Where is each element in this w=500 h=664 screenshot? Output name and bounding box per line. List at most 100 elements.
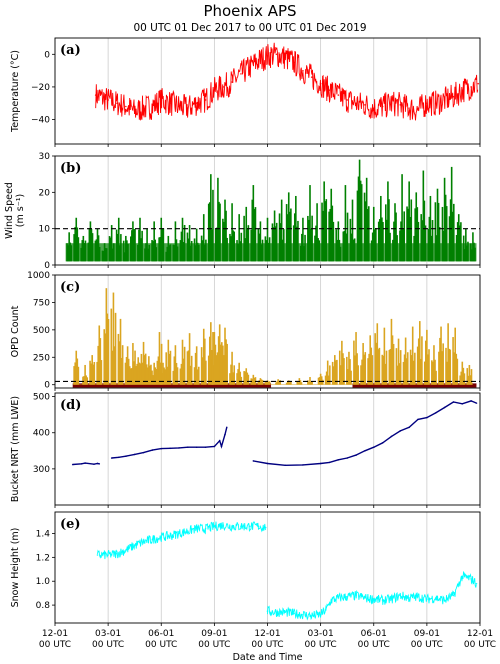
data-point <box>84 462 86 464</box>
data-point <box>257 525 260 528</box>
series-line <box>95 42 479 121</box>
data-point <box>125 105 127 108</box>
y-tick-label: 500 <box>33 326 50 336</box>
data-point <box>325 609 327 611</box>
series-line <box>253 400 477 467</box>
panel-label: (b) <box>60 161 81 176</box>
data-point <box>302 613 304 616</box>
data-point <box>417 595 419 598</box>
x-tick-label: 00 UTC <box>305 640 337 650</box>
series-line <box>111 427 228 459</box>
panel-label: (a) <box>60 43 81 58</box>
baseline-band <box>65 243 477 262</box>
panel-label: (c) <box>60 280 80 295</box>
data-point <box>231 525 233 528</box>
data-point <box>381 105 384 108</box>
x-tick-label: 00 UTC <box>145 640 177 650</box>
y-tick-label: 20 <box>39 188 51 198</box>
x-tick-label: 00 UTC <box>358 640 390 650</box>
data-point <box>248 525 251 528</box>
data-point <box>93 463 95 465</box>
y-tick-label: 300 <box>33 465 50 475</box>
y-tick-label: 250 <box>33 353 50 363</box>
data-point <box>204 527 207 530</box>
data-point <box>302 69 304 72</box>
x-tick-label: 00 UTC <box>411 640 443 650</box>
x-tick-label: 00 UTC <box>92 640 124 650</box>
data-point <box>117 456 120 459</box>
panel-2: 0 250 500 750 1000 (c) OPD Count <box>10 271 481 391</box>
data-point <box>426 102 428 105</box>
data-point <box>319 613 322 616</box>
data-point <box>204 446 207 448</box>
flag-segment <box>72 383 272 388</box>
data-point <box>355 454 357 456</box>
data-point <box>364 597 366 599</box>
data-point <box>408 426 410 429</box>
y-tick-label: 750 <box>33 298 50 308</box>
data-point <box>116 102 118 105</box>
data-point <box>381 442 384 444</box>
plot-area <box>94 42 480 121</box>
data-point <box>328 461 331 464</box>
data-point <box>452 95 455 98</box>
data-point <box>443 406 446 409</box>
data-point <box>71 463 74 466</box>
x-tick-label: 12-01 <box>254 629 280 639</box>
data-point <box>275 53 278 56</box>
data-point <box>151 538 154 541</box>
data-point <box>266 610 269 612</box>
data-point <box>364 104 366 106</box>
data-point <box>426 416 428 419</box>
data-point <box>231 81 233 83</box>
data-point <box>470 86 472 88</box>
data-point <box>110 457 113 459</box>
data-point <box>452 594 455 597</box>
baseline-band <box>72 384 473 385</box>
data-point <box>240 73 242 75</box>
data-point <box>293 612 295 615</box>
y-tick-label: 0.8 <box>36 601 51 611</box>
data-point <box>399 594 402 597</box>
figure-title: Phoenix APS <box>203 2 297 20</box>
data-point <box>293 61 295 64</box>
x-tick-label: 00 UTC <box>251 640 283 650</box>
y-axis-units: (m s⁻¹) <box>15 194 26 227</box>
data-point <box>224 433 226 436</box>
x-tick-label: 03-01 <box>308 629 334 639</box>
data-point <box>417 418 419 421</box>
data-point <box>328 89 331 91</box>
figure-subtitle: 00 UTC 01 Dec 2017 to 00 UTC 01 Dec 2019 <box>133 22 367 34</box>
x-tick-label: 00 UTC <box>198 640 230 650</box>
panel-0: 0 −20 −40 (a) Temperature (°C) <box>10 37 481 147</box>
data-point <box>408 107 410 109</box>
y-tick-label: 0 <box>44 261 50 271</box>
data-point <box>195 446 198 448</box>
y-tick-label: 1000 <box>27 271 50 281</box>
data-point <box>187 530 189 532</box>
panel-3: 300 400 500 (d) Bucket NRT (mm LWE) <box>10 392 481 508</box>
data-point <box>399 430 402 432</box>
y-tick-label: 30 <box>39 152 51 162</box>
data-point <box>452 401 455 403</box>
data-point <box>178 532 180 535</box>
data-point <box>142 107 145 109</box>
plot-area <box>72 288 477 388</box>
y-axis-label: OPD Count <box>10 305 21 357</box>
data-point <box>434 412 437 414</box>
data-point <box>461 575 464 578</box>
data-point <box>266 462 269 465</box>
data-point <box>475 402 478 404</box>
y-tick-label: 400 <box>33 429 50 439</box>
data-point <box>337 597 340 599</box>
data-point <box>204 99 207 101</box>
data-point <box>107 99 109 101</box>
x-tick-label: 12-01 <box>467 629 493 639</box>
data-point <box>337 459 340 461</box>
x-axis-label: Date and Time <box>233 652 303 663</box>
data-point <box>213 89 216 91</box>
data-point <box>125 455 127 458</box>
x-tick-label: 00 UTC <box>39 640 71 650</box>
data-point <box>169 535 171 537</box>
